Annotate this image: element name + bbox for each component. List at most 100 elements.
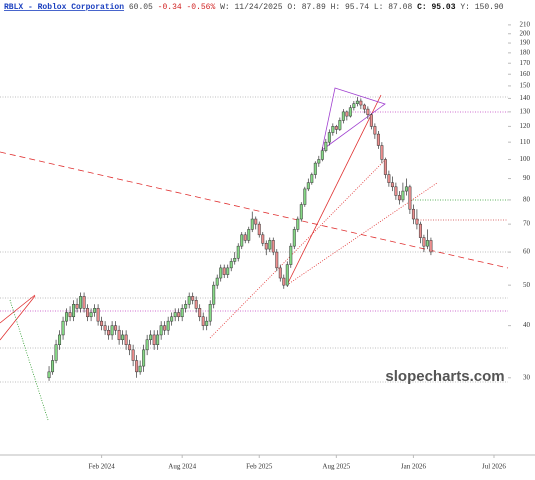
quote-value: 95.74 [345, 3, 369, 12]
candle-body [72, 304, 76, 318]
candle-body [236, 245, 240, 259]
quote-value: 150.90 [475, 3, 504, 12]
candle-body [331, 126, 335, 133]
candle-body [229, 261, 233, 269]
candle-body [124, 334, 128, 345]
y-tick-label: 70 [523, 220, 531, 228]
candle-body [327, 132, 331, 143]
candle-body [208, 304, 212, 322]
candle-body [376, 133, 380, 146]
candle-body [264, 242, 268, 250]
candle-body [205, 320, 209, 326]
trend-line [0, 151, 509, 269]
header: RBLX - Roblox Corporation 60.05 -0.34 -0… [4, 3, 504, 12]
y-tick-label: 30 [523, 373, 531, 381]
x-tick-label: Jan 2026 [401, 463, 427, 471]
trend-line [0, 295, 36, 341]
candle-body [82, 296, 86, 309]
candle-body [355, 100, 359, 104]
y-tick-label: 90 [523, 174, 531, 182]
candle-body [352, 103, 356, 108]
candle-body [138, 365, 142, 373]
candle-body [359, 100, 363, 106]
quote-label: O: [287, 3, 297, 12]
y-tick-label: 50 [523, 281, 531, 289]
candle-body [79, 296, 83, 309]
y-tick-label: 130 [520, 107, 531, 115]
quote-label: Y: [460, 3, 470, 12]
candle-body [149, 334, 153, 341]
candle-body [373, 126, 377, 135]
trend-line [286, 182, 438, 286]
candle-body [366, 108, 370, 115]
candle-body [408, 186, 412, 210]
candle-body [362, 104, 366, 110]
y-tick-label: 170 [520, 59, 531, 67]
candle-body [247, 229, 251, 241]
y-tick-label: 100 [520, 155, 531, 163]
candle-body [275, 251, 279, 269]
candle-body [96, 308, 100, 322]
watermark: slopecharts.com [385, 368, 504, 385]
candle-body [243, 234, 247, 241]
candle-body [177, 312, 181, 318]
candle-body [390, 182, 394, 188]
candle-body [184, 304, 188, 309]
candle-body [166, 320, 170, 331]
candle-body [313, 162, 317, 175]
candle-body [131, 349, 135, 361]
candle-body [110, 325, 114, 336]
candle-body [61, 320, 65, 336]
candle-body [257, 223, 261, 236]
candle-body [156, 334, 160, 345]
candle-body [397, 195, 401, 201]
x-tick-label: Aug 2025 [322, 463, 350, 471]
candle-body [222, 267, 226, 275]
candle-body [268, 240, 272, 250]
candle-body [429, 240, 433, 253]
candle-body [303, 188, 307, 205]
candle-body [51, 360, 55, 373]
trend-line [286, 94, 382, 286]
candle-body [159, 325, 163, 336]
candle-body [86, 308, 90, 318]
candle-body [117, 329, 121, 341]
y-tick-label: 190 [520, 39, 531, 47]
candle-body [380, 145, 384, 160]
candle-body [187, 296, 191, 305]
candle-body [250, 218, 254, 230]
candle-body [348, 107, 352, 117]
candle-body [415, 218, 419, 225]
candle-body [334, 126, 338, 130]
candle-body [215, 277, 219, 286]
candle-body [135, 360, 139, 373]
y-tick-label: 160 [520, 70, 531, 78]
candle-body [75, 304, 79, 309]
candle-body [142, 349, 146, 367]
trend-line [209, 159, 386, 339]
quote-value: 87.89 [302, 3, 326, 12]
quote-label: L: [374, 3, 384, 12]
candle-body [152, 334, 156, 345]
candle-body [292, 229, 296, 247]
triangle [321, 87, 386, 151]
candle-body [103, 325, 107, 331]
candle-body [261, 234, 265, 244]
candle-body [68, 312, 72, 318]
candle-body [226, 267, 230, 275]
candle-body [121, 334, 125, 341]
candle-body [233, 257, 237, 262]
x-tick-label: Aug 2024 [168, 463, 196, 471]
y-tick-label: 110 [520, 138, 531, 146]
candle-body [271, 240, 275, 253]
candle-body [93, 308, 97, 313]
candle-body [240, 234, 244, 247]
candle-body [299, 204, 303, 220]
trend-line [0, 294, 36, 324]
candle-body [100, 320, 104, 326]
candle-body [320, 150, 324, 160]
candle-body [341, 111, 345, 121]
quote-date: W: 11/24/2025 [220, 3, 283, 12]
candle-body [201, 316, 205, 326]
candle-body [296, 218, 300, 230]
